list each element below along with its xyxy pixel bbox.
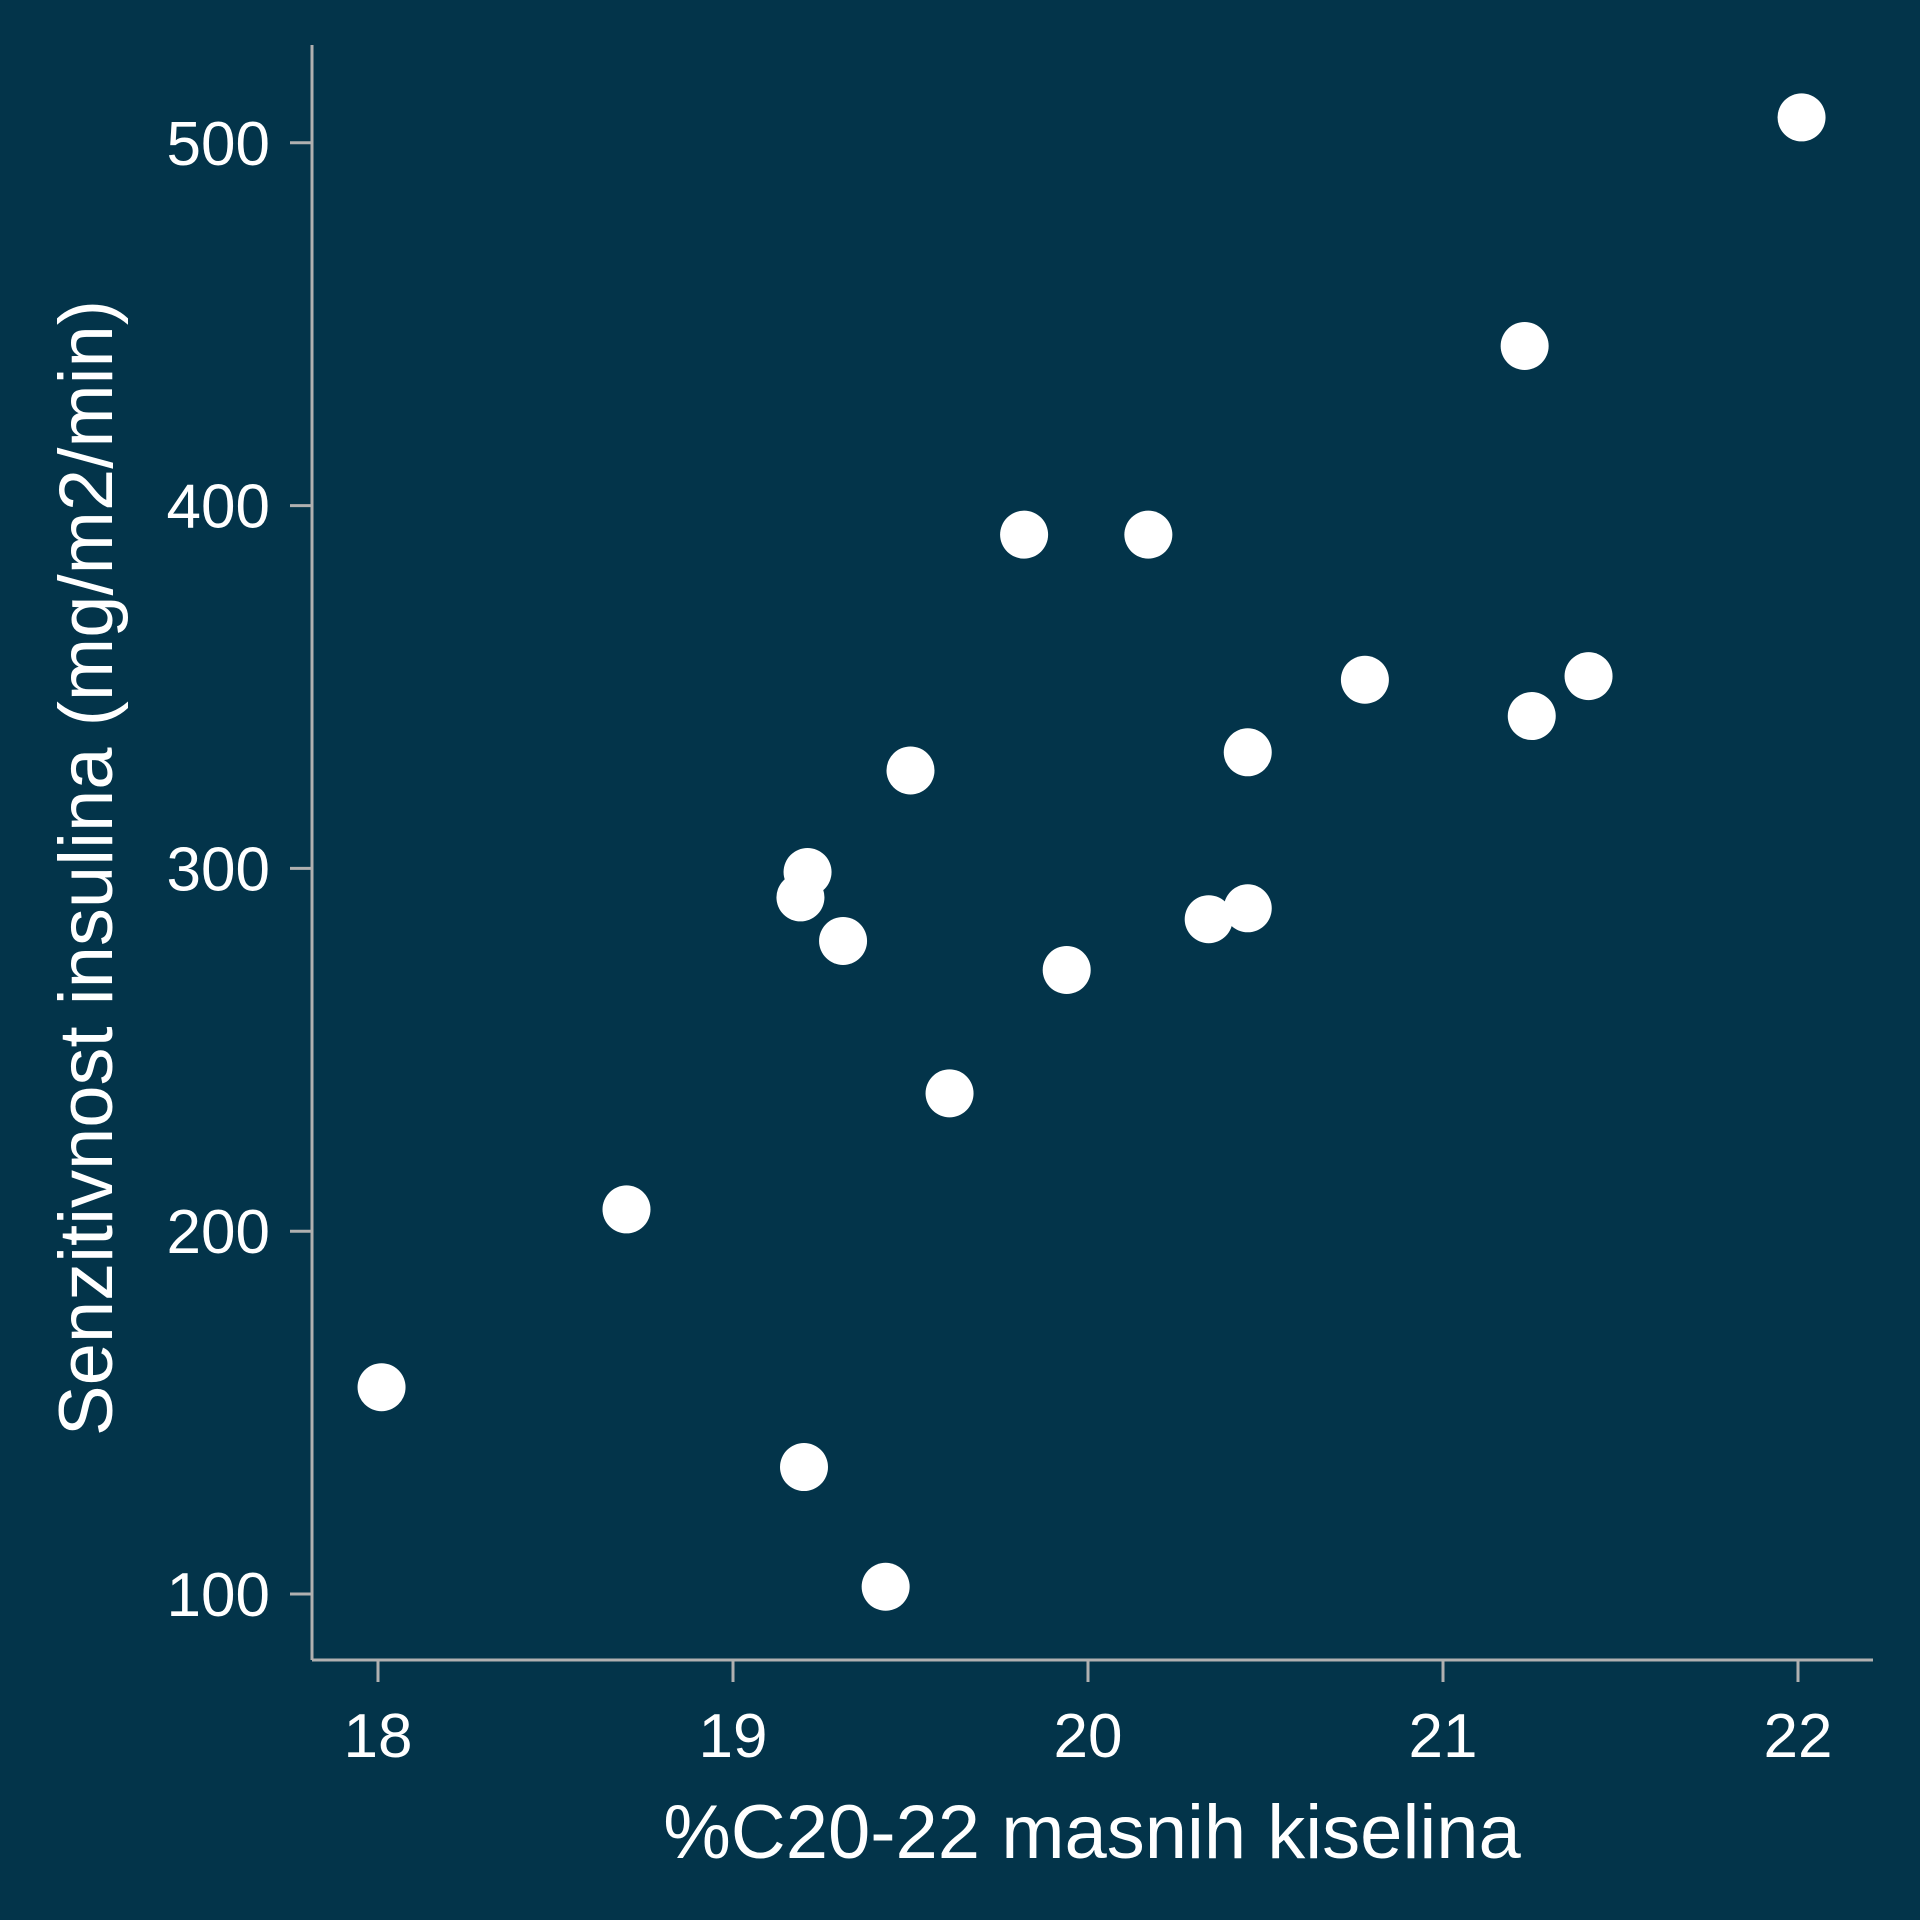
data-point [783,848,832,897]
x-axis-label: %C20-22 masnih kiselina [663,1790,1521,1875]
data-point [602,1185,651,1234]
data-point [925,1069,974,1118]
data-point [1507,692,1556,741]
y-tick-label: 100 [167,1561,270,1630]
data-point [780,1443,828,1492]
x-tick-label: 19 [699,1702,768,1771]
x-tick-label: 18 [344,1702,413,1771]
y-tick-label: 200 [167,1198,270,1267]
data-point [1223,884,1272,933]
data-point [886,746,935,795]
data-point [1184,895,1233,944]
y-tick-label: 400 [167,473,270,542]
data-point [1777,93,1826,142]
data-point [861,1562,910,1611]
y-axis-label: Senzitivnost insulina (mg/m2/min) [44,300,129,1436]
y-tick-label: 300 [167,835,270,904]
data-point [1000,510,1049,559]
data-point [357,1363,406,1412]
data-point [1124,510,1173,559]
data-point [1340,655,1389,704]
data-point [1564,652,1613,701]
x-tick-label: 22 [1764,1702,1833,1771]
y-tick-label: 500 [167,110,270,179]
data-point [1223,728,1272,777]
data-point [1042,945,1091,994]
data-point [1500,321,1549,370]
x-tick-label: 20 [1054,1702,1123,1771]
data-point [819,916,868,965]
x-tick-label: 21 [1409,1702,1478,1771]
